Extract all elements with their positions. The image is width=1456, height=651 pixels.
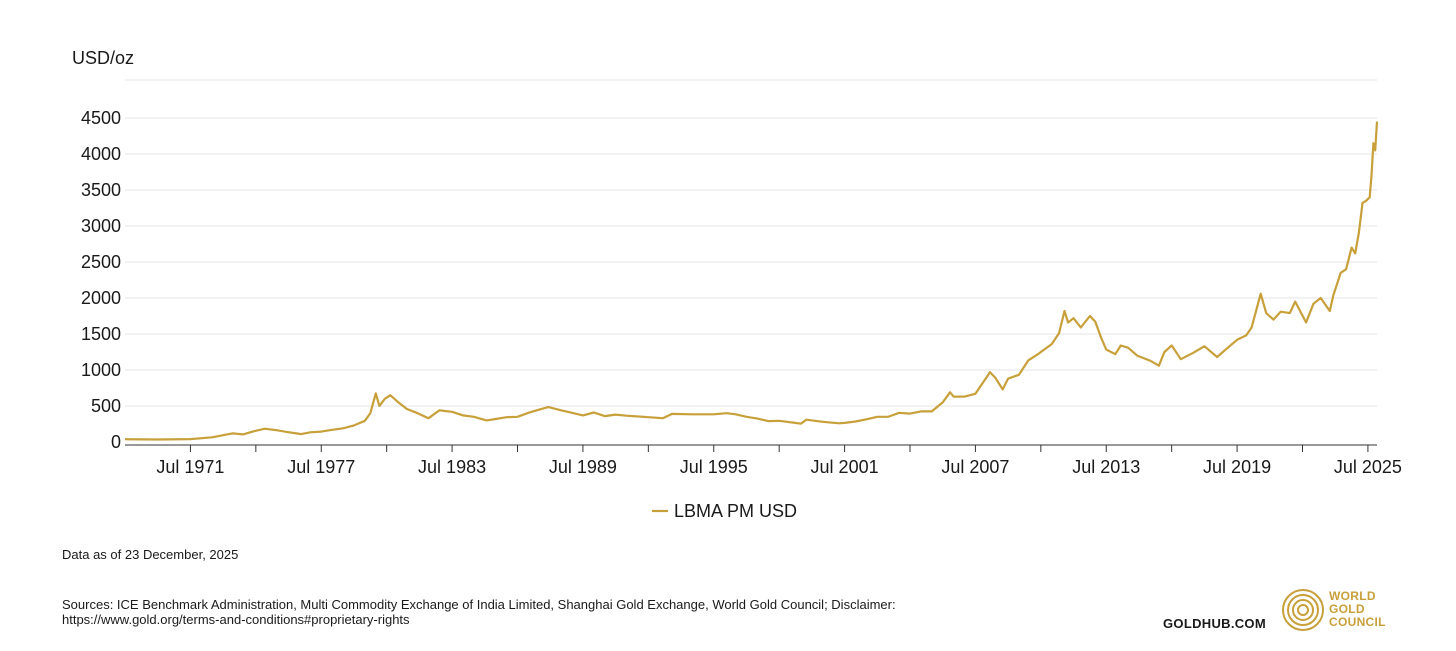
y-tick-label: 3500	[81, 180, 121, 200]
grid-lines	[125, 79, 1377, 407]
x-tick-label: Jul 1977	[287, 457, 355, 477]
x-tick-label: Jul 1971	[156, 457, 224, 477]
legend-label: LBMA PM USD	[674, 501, 797, 521]
sources-note: Sources: ICE Benchmark Administration, M…	[62, 597, 1022, 627]
x-tick-label: Jul 2019	[1203, 457, 1271, 477]
y-tick-label: 2500	[81, 252, 121, 272]
y-tick-label: 1000	[81, 360, 121, 380]
world-gold-council-wordmark: WORLD GOLD COUNCIL	[1329, 590, 1386, 629]
series-line-lbma-pm-usd	[124, 121, 1379, 441]
y-axis-ticks: 0 500 1000 1500 2000 2500 3000 3500 4000 4500	[81, 108, 121, 452]
x-tick-label: Jul 1989	[549, 457, 617, 477]
sources-disclaimer-link[interactable]: https://www.gold.org/terms-and-condition…	[62, 612, 410, 627]
gold-price-chart: USD/oz 0 500 1000 1500 2000 2500 3000 3500 4000 4…	[72, 48, 1402, 521]
x-tick-label: Jul 1995	[680, 457, 748, 477]
y-tick-label: 4000	[81, 144, 121, 164]
y-tick-label: 2000	[81, 288, 121, 308]
y-axis-unit-label: USD/oz	[72, 48, 134, 68]
x-tick-label: Jul 2007	[941, 457, 1009, 477]
x-tick-label: Jul 1983	[418, 457, 486, 477]
legend: LBMA PM USD	[652, 501, 797, 521]
x-tick-label: Jul 2025	[1334, 457, 1402, 477]
world-gold-council-logo-icon	[1282, 589, 1324, 631]
sources-line-1: Sources: ICE Benchmark Administration, M…	[62, 597, 896, 612]
goldhub-link[interactable]: GOLDHUB.COM	[1163, 616, 1266, 631]
data-as-of-note: Data as of 23 December, 2025	[62, 547, 239, 562]
wgc-line-3: COUNCIL	[1329, 615, 1386, 629]
x-tick-label: Jul 2013	[1072, 457, 1140, 477]
y-tick-label: 0	[111, 432, 121, 452]
y-tick-label: 1500	[81, 324, 121, 344]
x-axis: Jul 1971 Jul 1977 Jul 1983 Jul 1989 Jul 1995…	[125, 444, 1402, 477]
wgc-line-1: WORLD	[1329, 589, 1376, 603]
y-tick-label: 3000	[81, 216, 121, 236]
y-tick-label: 500	[91, 396, 121, 416]
series-lines	[124, 121, 1379, 441]
x-tick-label: Jul 2001	[811, 457, 879, 477]
y-tick-label: 4500	[81, 108, 121, 128]
wgc-line-2: GOLD	[1329, 602, 1365, 616]
